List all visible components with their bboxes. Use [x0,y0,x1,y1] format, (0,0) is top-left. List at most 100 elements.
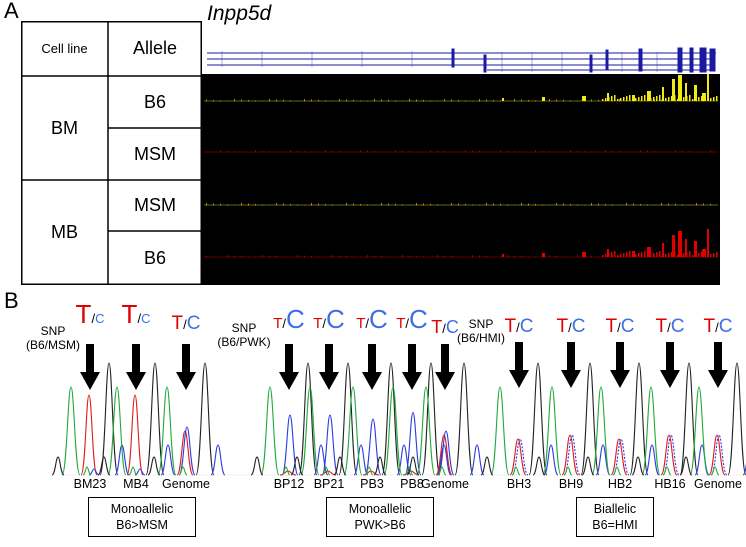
expression-tracks [202,74,720,285]
trace-peak-g [145,362,165,476]
track-noise [654,151,655,153]
track-noise [402,101,403,102]
allele-header: T/C [489,317,549,336]
allele-mb-b6: B6 [143,247,167,268]
trace-peak-g [454,362,474,476]
coverage-bin [602,99,604,101]
trace-peak-g [99,362,119,476]
trace-peak-a [490,386,510,476]
track-noise [290,100,291,102]
trace-peak-g [250,456,264,476]
track-noise [605,257,606,258]
coverage-peak [542,253,545,257]
clone-label: BP12 [273,477,305,491]
trace-peak-a [61,386,81,476]
coverage-bin [698,97,700,101]
coverage-bin [620,98,622,101]
coverage-peak [694,241,697,257]
snp-peak-t [660,434,678,476]
track-noise [500,150,501,153]
track-noise [234,255,235,258]
track-noise [444,151,445,153]
t-allele-letter: T [556,316,569,337]
track-noise [416,99,417,102]
coverage-peak [662,243,664,257]
track-noise [234,151,235,153]
track-noise [262,101,263,102]
slash: / [91,311,96,326]
trace-peak-g [333,456,347,476]
track-noise [591,99,592,102]
track-noise [227,204,228,206]
track-noise [381,99,382,102]
coverage-peak [678,231,682,257]
track-noise [668,152,669,153]
coverage-bin [689,95,691,101]
track-noise [276,203,277,206]
trace-peak-a [157,386,177,476]
track-noise [318,203,319,206]
coverage-bin [653,97,655,101]
track-noise [262,204,263,206]
c-allele-letter: C [286,304,305,334]
trace-noise [710,466,720,476]
allele-header: T/C [541,317,601,336]
track-noise [591,151,592,153]
track-noise [423,152,424,153]
track-noise [346,256,347,258]
trace-peak-g [338,362,358,476]
track-noise [332,101,333,102]
track-noise [486,151,487,153]
snp-peak-c [281,414,299,476]
arrow-shaft [441,344,449,374]
track-noise [346,203,347,206]
slash: / [568,320,572,335]
track-noise [521,99,522,102]
track-noise [241,151,242,153]
trace-peak-g [51,456,65,476]
coverage-bin [629,95,631,101]
coverage-bin [680,98,682,101]
track-noise [479,99,480,102]
c-allele-letter: C [369,304,388,334]
trace-peak-g [195,362,215,476]
coverage-peak [502,98,504,101]
track-noise [395,204,396,206]
track-noise [675,257,676,258]
track-noise [710,150,711,153]
clone-label: Genome [162,477,210,491]
coverage-bin [671,252,673,257]
track-noise [206,151,207,153]
panel-b-letter: B [4,288,19,313]
trace-peak-g [298,362,318,476]
track-noise [339,255,340,258]
track-noise [451,151,452,153]
track-noise [514,151,515,153]
track-noise [458,203,459,206]
track-noise [465,150,466,153]
trace-peak-a [343,386,363,476]
arrow-shaft [285,344,293,374]
trace-peak-g [421,362,441,476]
track-noise [311,99,312,102]
track-noise [493,100,494,102]
trace-noise [128,466,138,476]
track-noise [556,151,557,153]
track-noise [605,150,606,153]
track-noise [675,150,676,153]
coverage-peak [542,97,545,101]
track-noise [521,151,522,153]
coverage-bin [617,99,619,101]
coverage-bin [638,97,640,101]
track-noise [346,151,347,153]
coverage-bin [659,95,661,101]
coverage-peak [685,83,687,101]
track-noise [661,203,662,206]
track-noise [430,204,431,206]
coverage-peak [632,251,635,257]
coverage-bin [620,254,622,257]
c-allele-letter: C [326,304,345,334]
arrow-head [362,372,382,390]
allele-header: T/C [299,306,359,332]
trace-peak-a [591,386,611,476]
